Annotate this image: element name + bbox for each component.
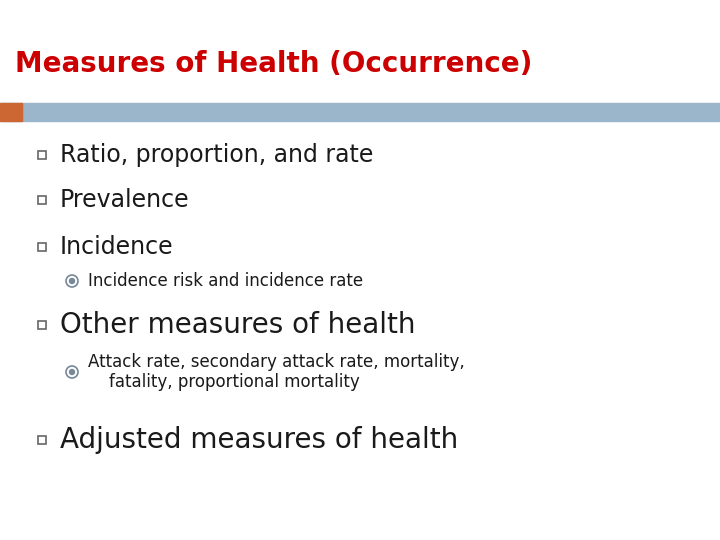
Text: Incidence risk and incidence rate: Incidence risk and incidence rate xyxy=(88,272,363,290)
Bar xyxy=(38,436,46,444)
Bar xyxy=(0,103,22,121)
Text: Attack rate, secondary attack rate, mortality,
    fatality, proportional mortal: Attack rate, secondary attack rate, mort… xyxy=(88,353,464,392)
Circle shape xyxy=(70,279,74,284)
Text: Other measures of health: Other measures of health xyxy=(60,311,415,339)
Bar xyxy=(0,103,720,121)
Text: Ratio, proportion, and rate: Ratio, proportion, and rate xyxy=(60,143,374,167)
Circle shape xyxy=(70,369,74,375)
Circle shape xyxy=(66,275,78,287)
Text: Measures of Health (Occurrence): Measures of Health (Occurrence) xyxy=(15,50,532,78)
Bar xyxy=(38,321,46,329)
Text: Prevalence: Prevalence xyxy=(60,188,189,212)
Circle shape xyxy=(66,366,78,378)
Bar xyxy=(38,196,46,204)
Text: Incidence: Incidence xyxy=(60,235,174,259)
Text: Adjusted measures of health: Adjusted measures of health xyxy=(60,426,458,454)
Bar xyxy=(38,151,46,159)
Bar xyxy=(38,243,46,251)
